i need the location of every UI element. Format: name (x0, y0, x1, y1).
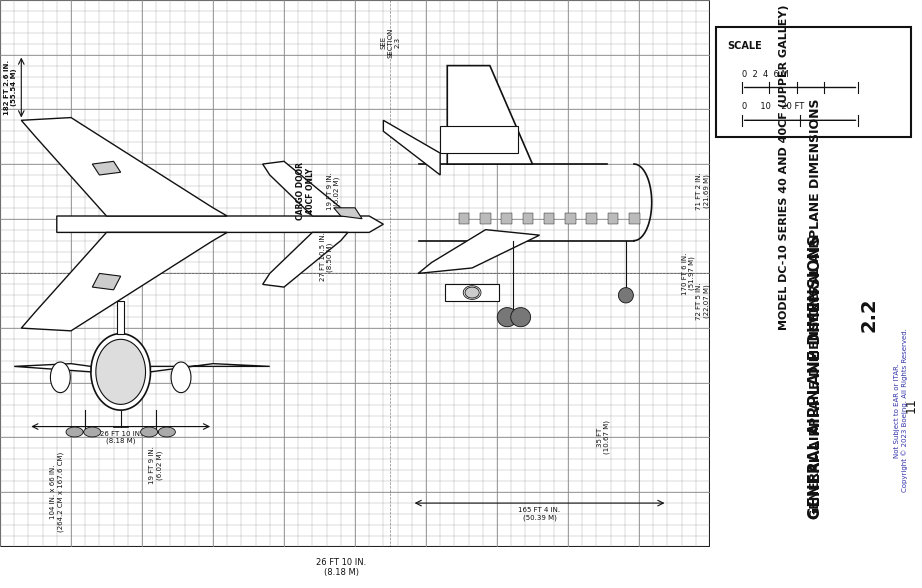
Text: GENERAL AIRPLANE DIMENSIONS: GENERAL AIRPLANE DIMENSIONS (810, 287, 822, 520)
Text: 26 FT 10 IN.
(8.18 M): 26 FT 10 IN. (8.18 M) (100, 431, 142, 444)
Polygon shape (629, 213, 640, 224)
Text: 0     10    20 FT: 0 10 20 FT (741, 102, 804, 111)
Polygon shape (51, 362, 70, 393)
Text: MODEL DC-10 SERIES 40 AND 40CF (UPPER GALLEY): MODEL DC-10 SERIES 40 AND 40CF (UPPER GA… (779, 5, 789, 330)
Text: 35 FT
(10.67 M): 35 FT (10.67 M) (597, 420, 610, 455)
Text: 104 IN. x 66 IN.
(264.2 CM x 167.6 CM): 104 IN. x 66 IN. (264.2 CM x 167.6 CM) (50, 452, 64, 532)
Polygon shape (334, 208, 362, 219)
Text: 0  2  4  6 M: 0 2 4 6 M (741, 69, 788, 79)
Polygon shape (57, 216, 384, 232)
Polygon shape (523, 213, 533, 224)
Polygon shape (21, 118, 227, 216)
Text: SCALE: SCALE (727, 41, 762, 51)
Polygon shape (458, 213, 469, 224)
Polygon shape (171, 362, 191, 393)
Polygon shape (445, 285, 499, 300)
Polygon shape (502, 213, 512, 224)
Polygon shape (511, 308, 530, 327)
Text: 2.2: 2.2 (859, 298, 879, 332)
Polygon shape (150, 363, 270, 372)
Polygon shape (463, 286, 481, 299)
Polygon shape (117, 300, 124, 333)
Text: 165 FT 4 IN.
(50.39 M): 165 FT 4 IN. (50.39 M) (518, 507, 561, 521)
Polygon shape (565, 213, 575, 224)
Text: CARGO DOOR
40CF ONLY: CARGO DOOR 40CF ONLY (296, 162, 315, 220)
Polygon shape (465, 287, 479, 298)
Polygon shape (619, 288, 633, 303)
Text: SEE
SECTION
2.3: SEE SECTION 2.3 (381, 27, 400, 58)
Text: 72 FT 5 IN.
(22.07 M): 72 FT 5 IN. (22.07 M) (696, 282, 710, 319)
Polygon shape (263, 161, 348, 216)
Polygon shape (96, 339, 146, 405)
Polygon shape (66, 427, 83, 437)
Polygon shape (419, 230, 539, 273)
Text: Not Subject to EAR or ITAR.
Copyright © 2023 Boeing. All Rights Reserved.: Not Subject to EAR or ITAR. Copyright © … (894, 328, 907, 492)
Polygon shape (480, 213, 491, 224)
Text: 27 FT 10.5 IN.
(8.50 M): 27 FT 10.5 IN. (8.50 M) (320, 233, 334, 282)
Text: GENERAL AIRPLANE DIMENSIONS: GENERAL AIRPLANE DIMENSIONS (809, 235, 823, 520)
Text: 19 FT 9 IN.
(6.02 M): 19 FT 9 IN. (6.02 M) (327, 172, 340, 211)
Polygon shape (544, 213, 554, 224)
Polygon shape (384, 121, 440, 175)
Polygon shape (92, 273, 121, 290)
Polygon shape (84, 427, 100, 437)
Text: 26 FT 10 IN.
(8.18 M): 26 FT 10 IN. (8.18 M) (316, 558, 366, 577)
Polygon shape (92, 161, 121, 175)
Polygon shape (447, 66, 532, 164)
Text: 182 FT 2.6 IN.
(55.54 M): 182 FT 2.6 IN. (55.54 M) (5, 60, 18, 115)
Text: 170 FT 6 IN.
(51.97 M): 170 FT 6 IN. (51.97 M) (682, 252, 695, 295)
Polygon shape (21, 232, 227, 331)
Text: GENERAL AIRPLANE DIMENSIONS: GENERAL AIRPLANE DIMENSIONS (810, 99, 822, 331)
Polygon shape (14, 363, 91, 372)
Polygon shape (91, 333, 150, 410)
Polygon shape (608, 213, 619, 224)
Polygon shape (140, 427, 158, 437)
FancyBboxPatch shape (716, 27, 911, 136)
Polygon shape (440, 126, 518, 153)
Text: 11: 11 (904, 397, 918, 413)
Text: 71 FT 2 IN.
(21.69 M): 71 FT 2 IN. (21.69 M) (696, 172, 710, 211)
Polygon shape (159, 427, 175, 437)
Text: 19 FT 9 IN.
(6.02 M): 19 FT 9 IN. (6.02 M) (149, 446, 163, 484)
Polygon shape (497, 308, 517, 327)
Polygon shape (586, 213, 597, 224)
Polygon shape (263, 232, 348, 287)
